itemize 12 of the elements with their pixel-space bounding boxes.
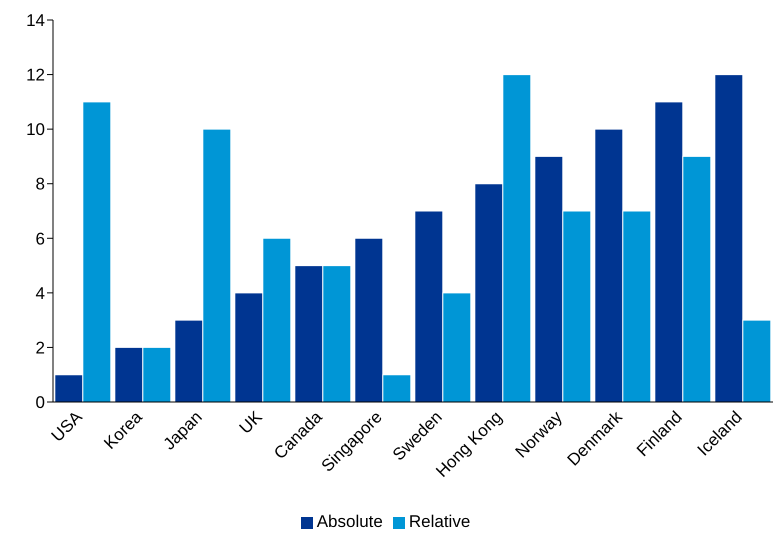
y-tick-label: 4 [36, 284, 45, 303]
y-tick-label: 8 [36, 174, 45, 194]
y-tick-label: 0 [36, 393, 45, 412]
y-tick-label: 12 [26, 66, 45, 85]
legend-label: Absolute [316, 512, 383, 531]
y-tick-label: 2 [36, 338, 45, 358]
y-tick-label: 14 [26, 11, 45, 30]
x-tick-label: USA [48, 406, 86, 446]
legend-label: Relative [408, 512, 470, 531]
y-tick-label: 6 [36, 229, 45, 248]
y-tick-label: 10 [26, 120, 45, 140]
x-tick-label: UK [236, 406, 266, 438]
